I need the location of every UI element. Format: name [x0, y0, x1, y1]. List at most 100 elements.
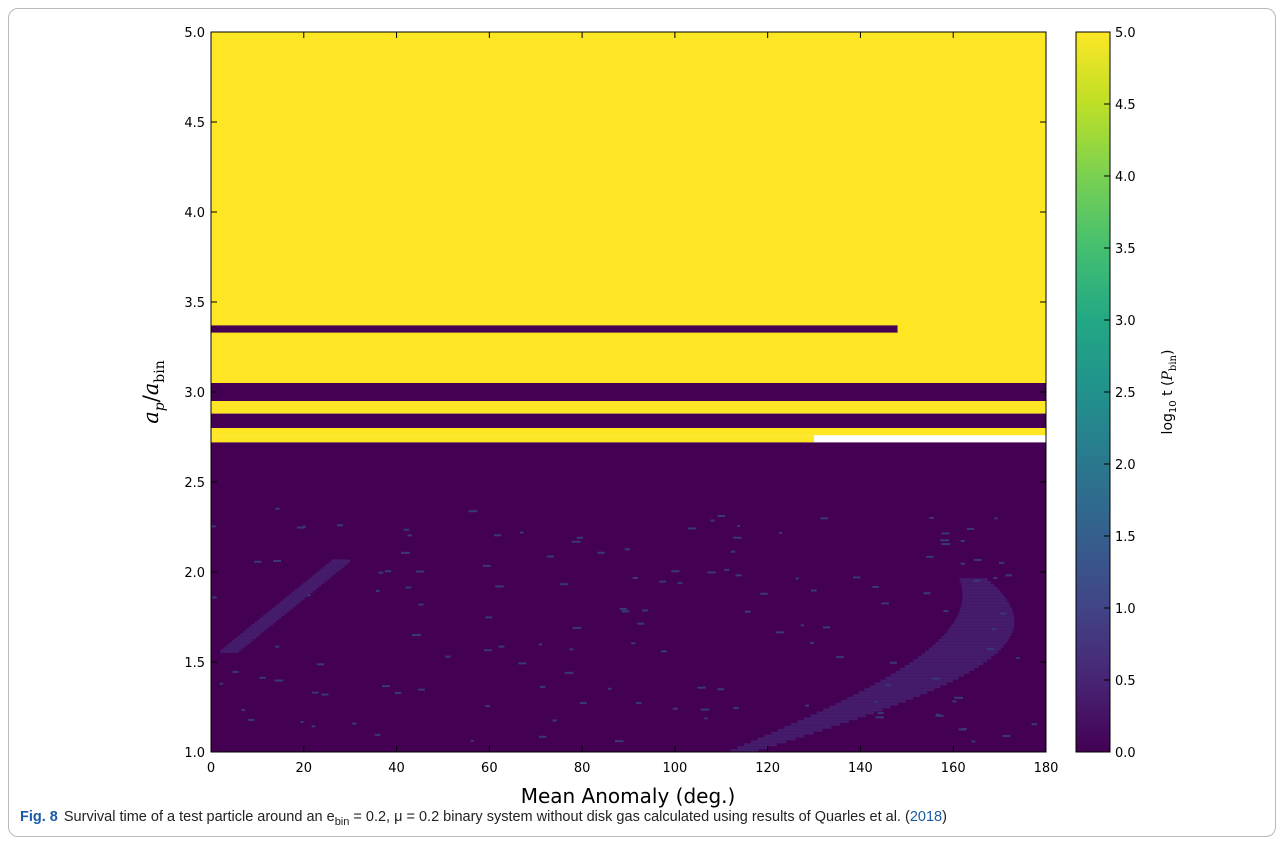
- caption-sub-bin: bin: [334, 815, 350, 828]
- heatmap-texture-cell: [223, 647, 242, 651]
- heatmap-texture-cell: [323, 566, 342, 570]
- heatmap-texture-cell: [470, 739, 474, 742]
- heatmap-texture-cell: [959, 578, 988, 581]
- heatmap-texture-cell: [717, 514, 726, 517]
- heatmap-texture-cell: [378, 571, 384, 574]
- heatmap-texture-cell: [962, 595, 1005, 599]
- heatmap-texture-cell: [321, 693, 329, 696]
- heatmap-texture-cell: [317, 570, 336, 575]
- heatmap-texture-cell: [336, 524, 343, 527]
- colorbar-tick-label: 1.5: [1115, 530, 1136, 545]
- heatmap-texture-cell: [571, 540, 581, 543]
- heatmap-texture-cell: [394, 691, 402, 694]
- heatmap-texture-cell: [700, 708, 710, 711]
- heatmap-texture-cell: [243, 630, 262, 635]
- heatmap-texture-cell: [961, 586, 998, 590]
- heatmap-texture-cell: [771, 731, 814, 735]
- heatmap-texture-cell: [374, 733, 381, 736]
- heatmap-texture-cell: [285, 596, 305, 600]
- heatmap-texture-cell: [231, 640, 251, 644]
- heatmap-texture-cell: [733, 536, 742, 539]
- heatmap-texture-cell: [1031, 723, 1038, 726]
- heatmap-region: [211, 442, 1046, 752]
- heatmap-texture-cell: [736, 525, 741, 528]
- heatmap-texture-cell: [247, 718, 255, 721]
- heatmap-texture-cell: [328, 561, 348, 566]
- heatmap-texture-cell: [875, 682, 947, 686]
- heatmap-texture-cell: [757, 737, 796, 741]
- heatmap-texture-cell: [961, 601, 1009, 605]
- y-tick-label: 4.0: [184, 206, 205, 221]
- heatmap-texture-cell: [248, 626, 268, 630]
- heatmap-texture-cell: [1016, 657, 1020, 660]
- heatmap-texture-cell: [519, 531, 524, 534]
- heatmap-texture-cell: [890, 673, 965, 677]
- heatmap-region: [211, 383, 1046, 401]
- caption-text-1: Survival time of a test particle around …: [63, 809, 335, 825]
- heatmap-texture-cell: [881, 602, 889, 605]
- heatmap-texture-cell: [671, 570, 680, 573]
- heatmap-texture-cell: [219, 682, 224, 685]
- heatmap-texture-cell: [576, 536, 584, 539]
- heatmap-texture-cell: [923, 592, 931, 595]
- heatmap-texture-cell: [483, 649, 492, 652]
- heatmap-texture-cell: [710, 519, 715, 522]
- heatmap-texture-cell: [351, 722, 357, 725]
- colorbar-tick-label: 3.5: [1115, 242, 1136, 257]
- heatmap-texture-cell: [932, 677, 940, 680]
- heatmap-texture-cell: [777, 728, 823, 732]
- heatmap-texture-cell: [619, 608, 627, 611]
- citation-link[interactable]: 2018: [909, 809, 943, 825]
- heatmap-texture-cell: [296, 526, 305, 529]
- heatmap-texture-cell: [952, 700, 957, 703]
- x-tick-label: 160: [941, 761, 966, 776]
- heatmap-texture-cell: [274, 605, 294, 610]
- heatmap-texture-cell: [305, 580, 325, 584]
- heatmap-texture-cell: [951, 624, 1015, 628]
- heatmap-texture-cell: [552, 719, 557, 722]
- heatmap-texture-cell: [764, 734, 805, 738]
- heatmap-texture-cell: [212, 596, 217, 599]
- heatmap-texture-cell: [925, 650, 999, 654]
- heatmap-texture-cell: [294, 589, 314, 593]
- heatmap-texture-cell: [803, 717, 858, 721]
- heatmap-texture-cell: [418, 688, 425, 691]
- colorbar-tick-label: 4.0: [1115, 170, 1136, 185]
- heatmap-texture-cell: [913, 659, 988, 663]
- heatmap-texture-cell: [268, 610, 288, 614]
- heatmap-texture-cell: [325, 564, 345, 568]
- heatmap-texture-cell: [795, 577, 799, 580]
- heatmap-texture-cell: [885, 684, 891, 687]
- heatmap-texture-cell: [790, 723, 841, 726]
- heatmap-texture-cell: [829, 705, 891, 709]
- heatmap-texture-cell: [225, 644, 245, 649]
- colorbar-label: log10 t (Pbin): [1160, 350, 1179, 435]
- heatmap-texture-cell: [636, 702, 642, 705]
- heatmap-texture-cell: [805, 704, 810, 707]
- heatmap-texture-cell: [482, 564, 491, 567]
- heatmap-texture-cell: [991, 628, 997, 631]
- heatmap-texture-cell: [926, 555, 934, 558]
- heatmap-texture-cell: [960, 540, 965, 543]
- heatmap-region: [211, 325, 898, 333]
- heatmap-texture-cell: [858, 691, 928, 695]
- heatmap-texture-cell: [941, 636, 1010, 639]
- heatmap-texture-cell: [873, 700, 878, 703]
- heatmap-texture-cell: [943, 610, 949, 613]
- heatmap-texture-cell: [621, 610, 630, 613]
- heatmap-texture-cell: [941, 543, 951, 546]
- heatmap-texture-cell: [273, 559, 282, 562]
- x-tick-label: 120: [755, 761, 780, 776]
- heatmap-texture-cell: [909, 662, 984, 666]
- heatmap-texture-cell: [546, 555, 554, 558]
- heatmap-texture-cell: [677, 581, 683, 584]
- heatmap-texture-cell: [960, 607, 1012, 610]
- heatmap-texture-cell: [641, 609, 648, 612]
- heatmap-texture-cell: [733, 707, 739, 710]
- heatmap-texture-cell: [257, 619, 276, 623]
- heatmap-texture-cell: [518, 662, 527, 665]
- heatmap-texture-cell: [966, 527, 974, 530]
- heatmap-texture-cell: [538, 643, 543, 646]
- heatmap-texture-cell: [687, 527, 697, 530]
